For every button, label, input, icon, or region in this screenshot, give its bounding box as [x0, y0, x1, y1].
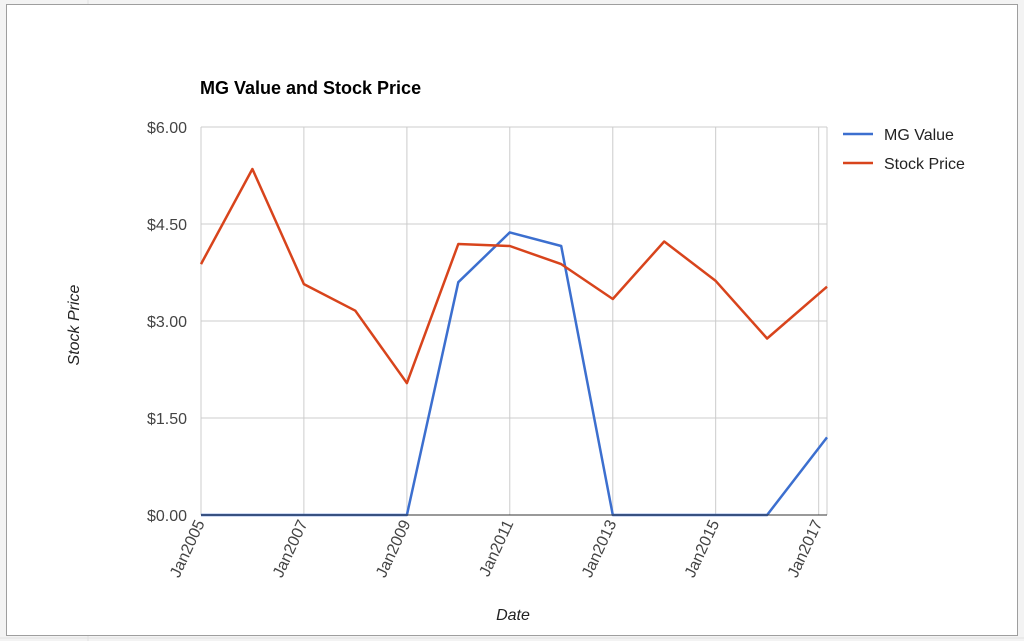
chart-legend[interactable]: MG Value Stock Price: [843, 127, 965, 173]
y-tick-label: $1.50: [147, 411, 187, 428]
chart-title: MG Value and Stock Price: [200, 78, 421, 98]
series-line-stock-price[interactable]: [199, 167, 828, 385]
y-tick-label: $3.00: [147, 314, 187, 331]
line-chart: MG Value and Stock Price $0.00 $1.50 $3.00…: [66, 78, 965, 624]
x-tick-label: Jan2017: [785, 517, 826, 580]
chart-grid: [200, 126, 828, 516]
x-axis: Jan2005 Jan2007 Jan2009 Jan2011 Jan2013 Jan20…: [167, 517, 826, 580]
x-tick-label: Jan2015: [682, 517, 723, 580]
y-axis-title: Stock Price: [66, 284, 83, 365]
x-axis-title: Date: [496, 607, 530, 624]
chart-series: [199, 167, 828, 517]
x-tick-label: Jan2013: [579, 517, 620, 580]
x-tick-label: Jan2011: [477, 517, 518, 579]
series-line-mg-value[interactable]: [201, 231, 828, 517]
x-tick-label: Jan2005: [167, 517, 208, 580]
legend-label[interactable]: Stock Price: [884, 156, 965, 173]
x-tick-label: Jan2007: [270, 517, 311, 580]
y-tick-label: $4.50: [147, 217, 187, 234]
y-axis: $0.00 $1.50 $3.00 $4.50 $6.00: [147, 120, 187, 525]
y-tick-label: $0.00: [147, 508, 187, 525]
legend-label[interactable]: MG Value: [884, 127, 954, 144]
y-tick-label: $6.00: [147, 120, 187, 137]
x-tick-label: Jan2009: [373, 517, 414, 580]
chart-card[interactable]: MG Value and Stock Price $0.00 $1.50 $3.00…: [6, 4, 1018, 636]
